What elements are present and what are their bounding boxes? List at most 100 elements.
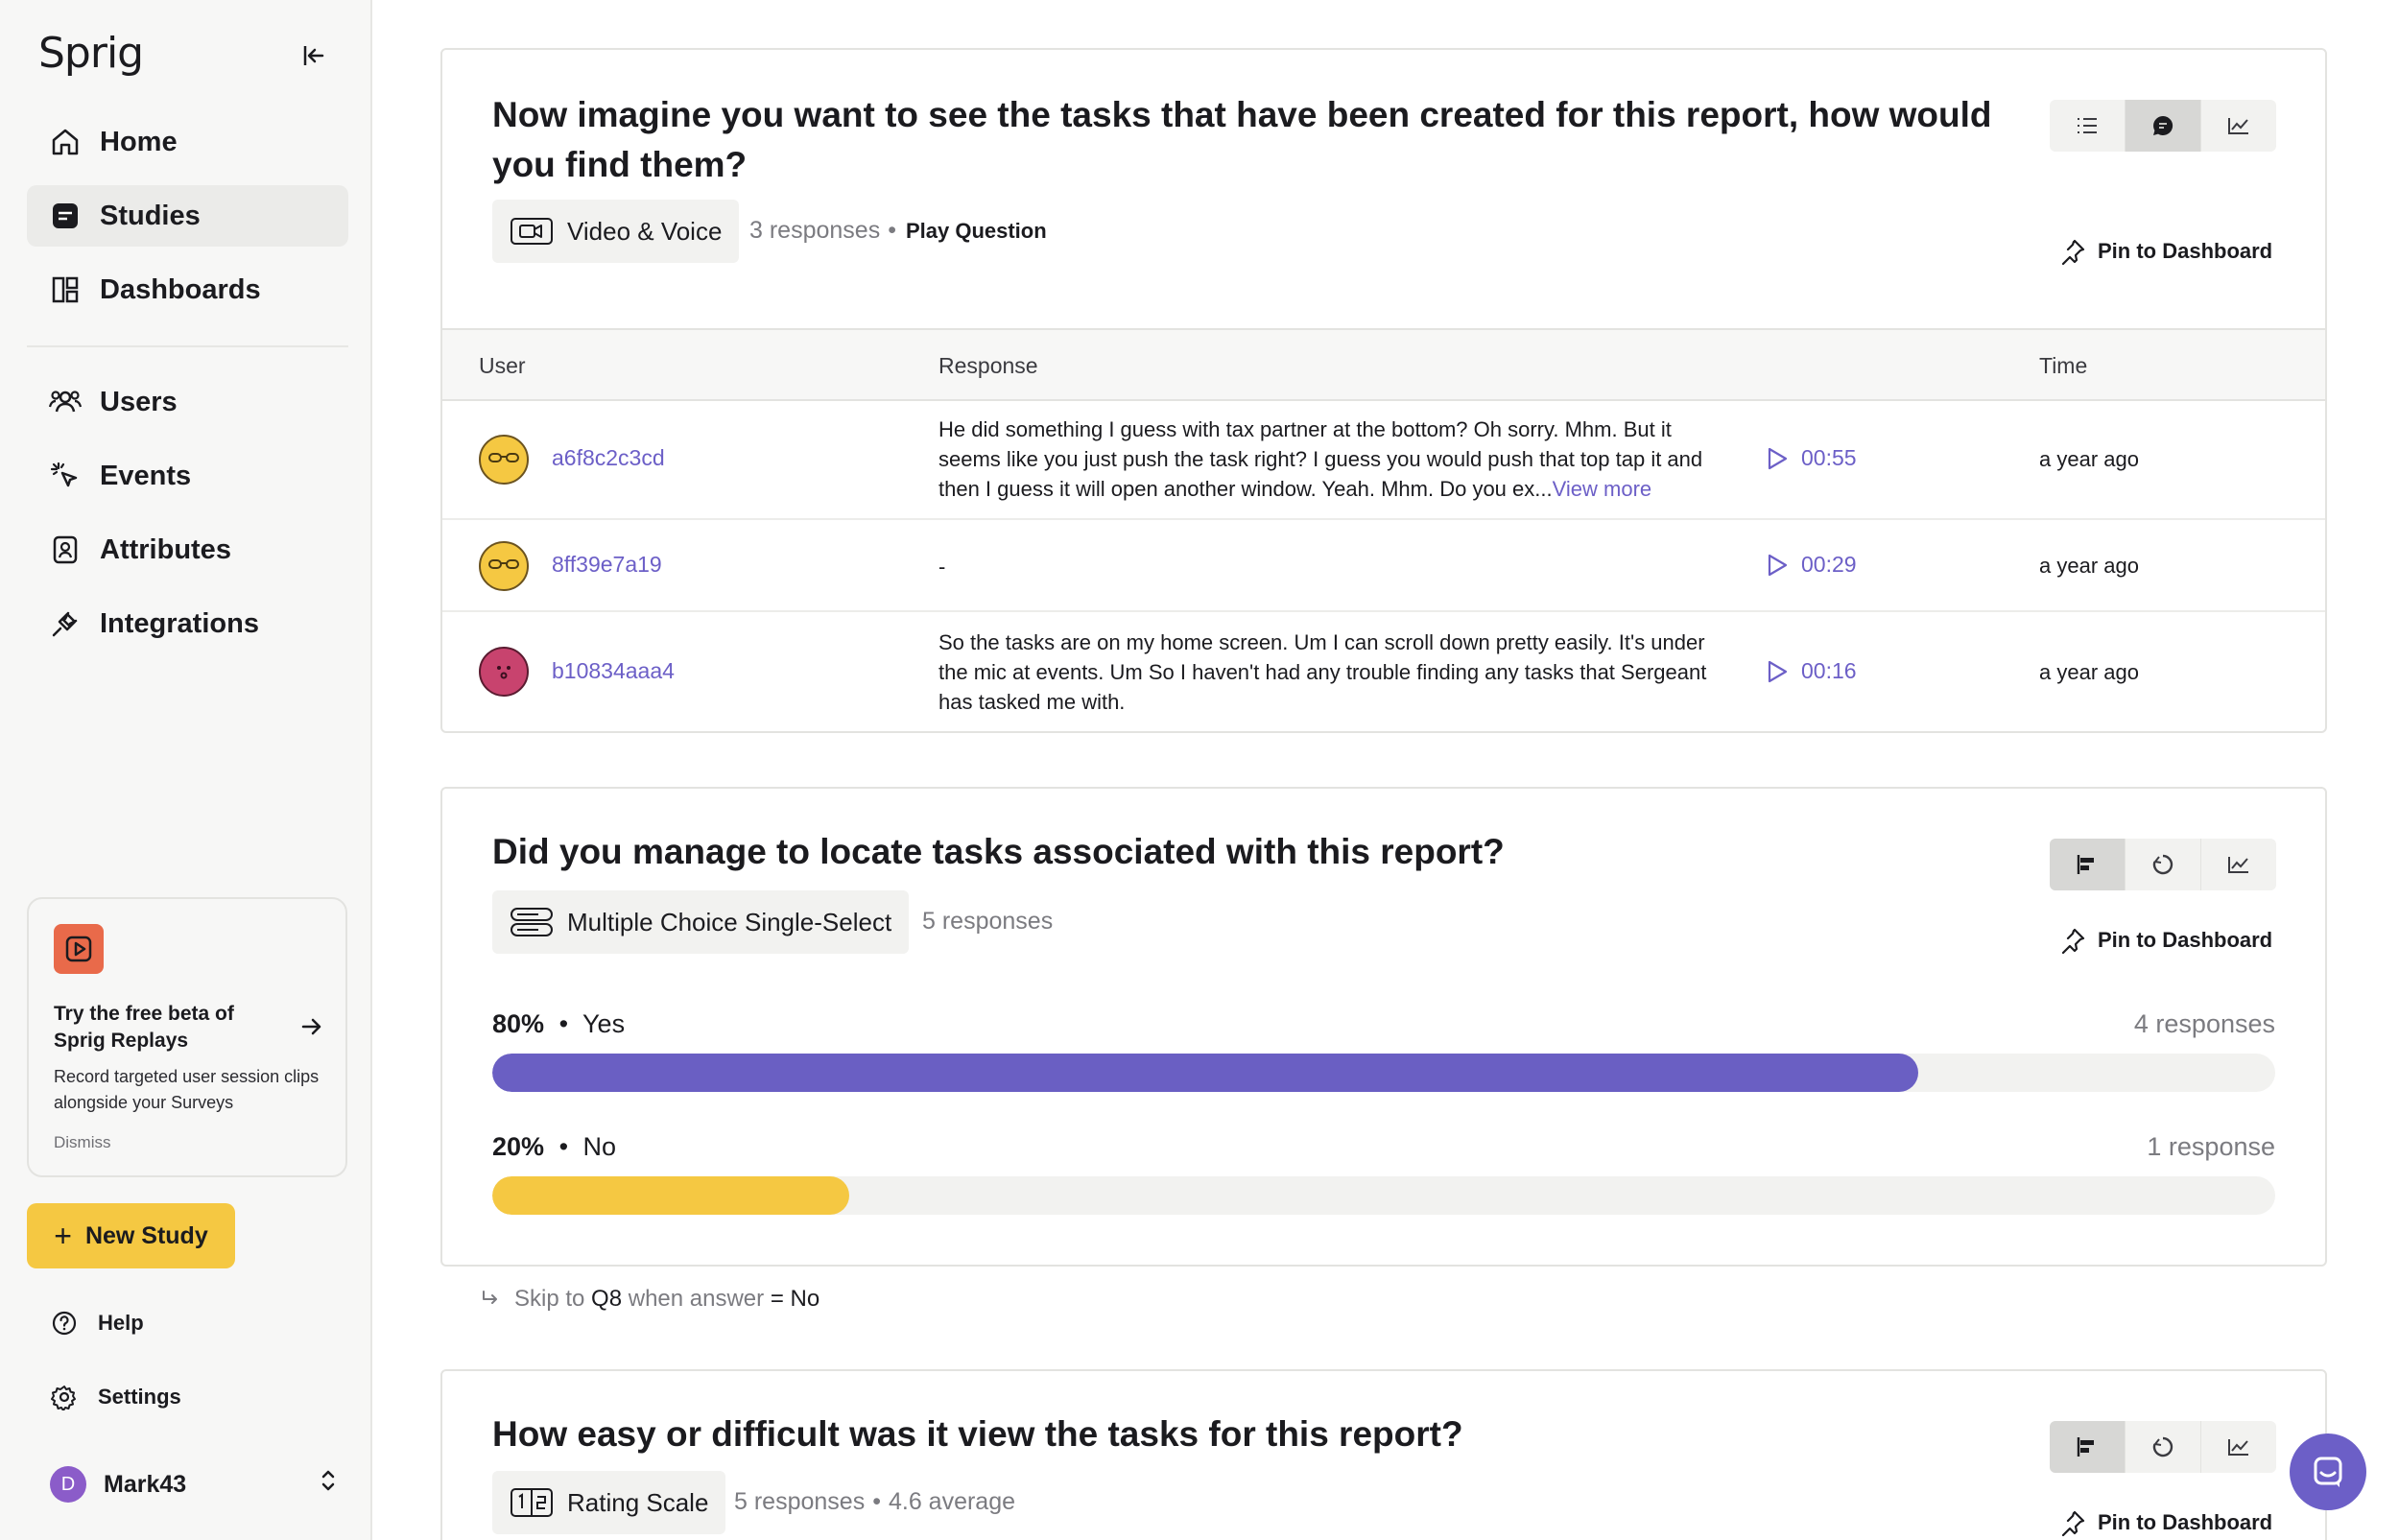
question-2-type: Multiple Choice Single-Select — [567, 907, 892, 936]
support-chat-button[interactable] — [2290, 1433, 2366, 1510]
nav-home-label: Home — [100, 126, 178, 157]
play-recording-button[interactable]: 00:55 — [1767, 445, 1857, 471]
duration: 00:16 — [1801, 658, 1857, 683]
gear-icon — [50, 1383, 79, 1411]
response-time: a year ago — [2039, 447, 2139, 471]
sunglasses-face-icon — [488, 453, 519, 462]
nav-events[interactable]: Events — [27, 445, 348, 507]
multiple-choice-icon — [510, 907, 554, 937]
sprig-logo[interactable]: Sprig — [38, 29, 144, 78]
studies-icon — [48, 199, 83, 233]
list-icon — [2078, 118, 2097, 133]
question-3-type: Rating Scale — [567, 1487, 709, 1517]
avatar: D — [50, 1466, 86, 1503]
question-2-pin-button[interactable]: Pin to Dashboard — [2059, 927, 2272, 954]
help-link[interactable]: Help — [50, 1309, 144, 1338]
donut-icon — [2152, 854, 2173, 875]
line-chart-icon — [2228, 118, 2248, 134]
settings-link[interactable]: Settings — [50, 1383, 181, 1411]
user-id-link[interactable]: 8ff39e7a19 — [552, 552, 662, 577]
question-3-pin-button[interactable]: Pin to Dashboard — [2059, 1509, 2272, 1536]
donut-view-button[interactable] — [2126, 1421, 2201, 1473]
nav-users-label: Users — [100, 386, 178, 417]
bar-view-button[interactable] — [2050, 839, 2126, 890]
list-view-button[interactable] — [2050, 100, 2126, 152]
avatar — [479, 647, 529, 697]
option-no-bar — [492, 1176, 2275, 1215]
responses-table-header: User Response Time — [442, 328, 2325, 401]
new-study-button[interactable]: + New Study — [27, 1203, 235, 1268]
option-yes-bar — [492, 1054, 2275, 1092]
nav-users[interactable]: Users — [27, 371, 348, 433]
table-row[interactable]: a6f8c2c3cd He did something I guess with… — [442, 401, 2325, 520]
view-more-link[interactable]: View more — [1552, 477, 1652, 501]
user-id-link[interactable]: b10834aaa4 — [552, 658, 675, 683]
surprised-face-icon — [497, 666, 511, 679]
question-3-title: How easy or difficult was it view the ta… — [492, 1414, 1463, 1454]
new-study-label: New Study — [84, 1221, 208, 1249]
skip-logic-note: Skip to Q8 when answer = No — [480, 1286, 819, 1313]
users-icon — [48, 385, 83, 419]
nav-studies-label: Studies — [100, 200, 201, 231]
option-yes-count: 4 responses — [2133, 1009, 2275, 1038]
replays-promo-card[interactable]: Try the free beta of Sprig Replays Recor… — [27, 897, 347, 1177]
trend-view-button[interactable] — [2201, 100, 2276, 152]
play-recording-button[interactable]: 00:16 — [1767, 658, 1857, 684]
option-yes-bar-fill — [492, 1054, 1919, 1092]
question-2-type-chip: Multiple Choice Single-Select — [492, 890, 910, 954]
chat-view-button[interactable] — [2126, 100, 2201, 152]
user-name: Mark43 — [104, 1470, 187, 1498]
replay-icon — [54, 924, 104, 974]
line-chart-icon — [2228, 1439, 2248, 1456]
question-1-pin-button[interactable]: Pin to Dashboard — [2059, 238, 2272, 265]
help-icon — [50, 1309, 79, 1338]
user-menu[interactable]: D Mark43 — [50, 1466, 338, 1503]
option-text: Yes — [582, 1009, 626, 1038]
duration: 00:29 — [1801, 552, 1857, 577]
nav-integrations[interactable]: Integrations — [27, 593, 348, 654]
avatar — [479, 435, 529, 485]
question-2-title: Did you manage to locate tasks associate… — [492, 832, 1505, 871]
nav-attributes[interactable]: Attributes — [27, 519, 348, 580]
question-3-meta: 5 responses • 4.6 average — [734, 1488, 1015, 1516]
nav-studies[interactable]: Studies — [27, 185, 348, 247]
table-row[interactable]: 8ff39e7a19 - 00:29 a year ago — [442, 520, 2325, 612]
events-icon — [48, 459, 83, 493]
trend-view-button[interactable] — [2201, 839, 2276, 890]
rating-scale-icon — [510, 1487, 554, 1518]
trend-view-button[interactable] — [2201, 1421, 2276, 1473]
skip-prefix: Skip to — [514, 1286, 585, 1312]
question-1-meta: 3 responses • Play Question — [749, 217, 1047, 245]
pin-label: Pin to Dashboard — [2098, 1510, 2273, 1534]
table-row[interactable]: b10834aaa4 So the tasks are on my home s… — [442, 612, 2325, 731]
pin-icon — [2061, 1510, 2085, 1536]
option-pct: 80% — [492, 1009, 545, 1038]
question-card-3: How easy or difficult was it view the ta… — [440, 1369, 2327, 1540]
donut-view-button[interactable] — [2126, 839, 2201, 890]
chat-bubble-icon — [2153, 115, 2173, 135]
question-3-type-chip: Rating Scale — [492, 1471, 726, 1534]
col-user: User — [479, 353, 526, 378]
question-2-responses: 5 responses — [922, 908, 1054, 935]
sidebar: Sprig Home Studies Dashboards Users Even… — [0, 0, 372, 1540]
promo-text: Record targeted user session clips along… — [54, 1067, 320, 1112]
promo-title: Try the free beta of Sprig Replays — [54, 1003, 234, 1052]
response-text: He did something I guess with tax partne… — [938, 415, 1725, 504]
arrow-right-icon[interactable] — [299, 1014, 324, 1046]
question-2-view-toggle — [2050, 839, 2276, 890]
question-1-view-toggle — [2050, 100, 2276, 152]
response-text: So the tasks are on my home screen. Um I… — [938, 630, 1707, 714]
play-question-link[interactable]: Play Question — [905, 218, 1047, 243]
bar-view-button[interactable] — [2050, 1421, 2126, 1473]
play-icon — [1768, 447, 1788, 469]
integrations-icon — [48, 606, 83, 641]
nav-home[interactable]: Home — [27, 111, 348, 173]
promo-dismiss-link[interactable]: Dismiss — [54, 1133, 111, 1151]
play-recording-button[interactable]: 00:29 — [1767, 552, 1857, 578]
nav-dashboards[interactable]: Dashboards — [27, 259, 348, 320]
collapse-sidebar-icon[interactable] — [299, 40, 330, 71]
dashboards-icon — [48, 272, 83, 307]
question-2-meta: 5 responses — [922, 908, 1053, 936]
chevron-updown-icon — [319, 1468, 338, 1499]
user-id-link[interactable]: a6f8c2c3cd — [552, 445, 665, 470]
